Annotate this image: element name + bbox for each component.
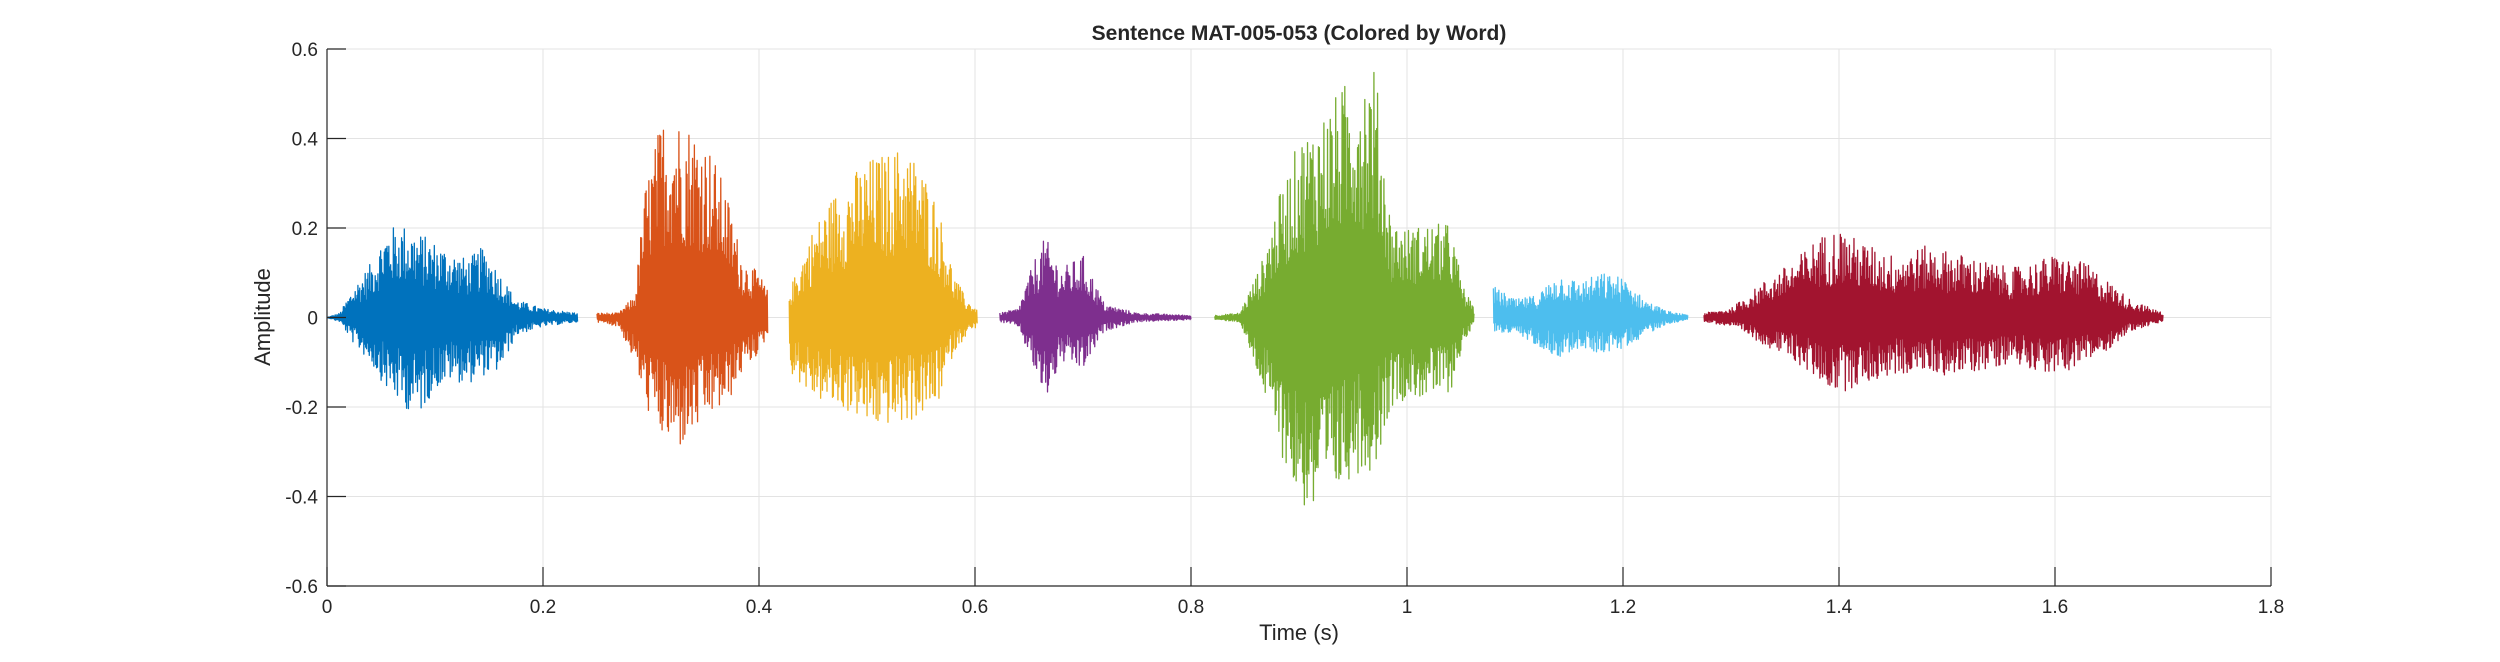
x-tick-labels: 0 0.2 0.4 0.6 0.8 1 1.2 1.4 1.6 1.8 <box>322 597 2285 618</box>
waveform-segment-2 <box>596 129 769 445</box>
waveform-segment-6 <box>1492 273 1689 357</box>
x-tick-label: 0 <box>322 597 333 618</box>
x-axis-label: Time (s) <box>1259 620 1339 645</box>
y-tick-label: -0.2 <box>285 398 318 419</box>
y-tick-label: 0 <box>307 309 318 330</box>
y-tick-label: 0.4 <box>292 130 319 151</box>
x-tick-label: 1.8 <box>2258 597 2284 618</box>
x-tick-label: 0.8 <box>1178 597 1204 618</box>
chart-title: Sentence MAT-005-053 (Colored by Word) <box>1092 22 1507 45</box>
y-tick-labels: 0.6 0.4 0.2 0 -0.2 -0.4 -0.6 <box>285 40 318 598</box>
y-tick-label: 0.2 <box>292 219 318 240</box>
series-layer <box>326 71 2164 506</box>
y-tick-label: -0.4 <box>285 488 318 509</box>
x-tick-label: 1.6 <box>2042 597 2068 618</box>
x-tick-label: 0.2 <box>530 597 556 618</box>
waveform-segment-3 <box>788 152 978 423</box>
waveform-segment-4 <box>999 240 1192 393</box>
y-tick-label: 0.6 <box>292 40 318 61</box>
x-tick-label: 1.2 <box>1610 597 1636 618</box>
axes <box>326 48 2272 587</box>
x-tick-label: 1 <box>1402 597 1413 618</box>
y-axis-label: Amplitude <box>250 268 275 366</box>
waveform-segment-5 <box>1214 71 1475 506</box>
waveform-segment-1 <box>326 227 579 410</box>
x-tick-label: 0.4 <box>746 597 773 618</box>
y-tick-label: -0.6 <box>285 577 318 598</box>
x-tick-label: 0.6 <box>962 597 988 618</box>
waveform-segment-7 <box>1703 233 2164 392</box>
x-tick-label: 1.4 <box>1826 597 1853 618</box>
